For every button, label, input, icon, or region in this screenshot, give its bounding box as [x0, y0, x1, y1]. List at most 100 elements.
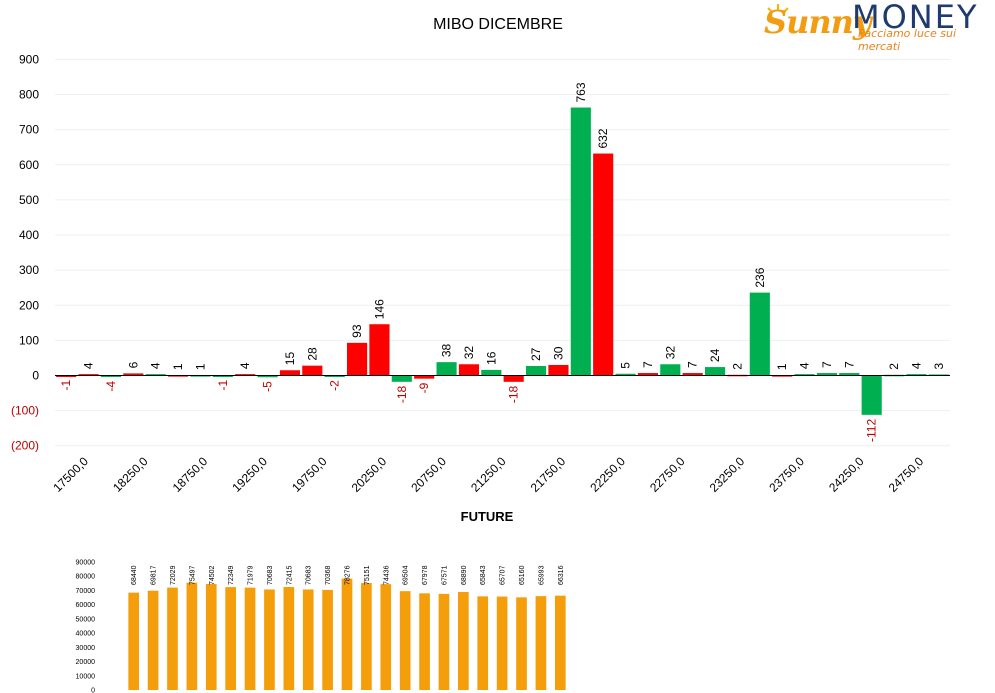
bar	[615, 373, 636, 376]
bar	[906, 374, 927, 376]
bar	[481, 369, 502, 376]
bar	[554, 595, 566, 690]
x-tick-label: 18250,0	[110, 454, 151, 495]
x-tick-label: 21750,0	[528, 454, 569, 495]
bar	[225, 587, 236, 690]
bar	[264, 589, 275, 690]
data-label: 72029	[170, 565, 177, 585]
bar	[244, 587, 256, 690]
data-label: 632	[596, 128, 610, 148]
y-tick-label: 400	[19, 228, 39, 242]
data-label: -4	[104, 381, 118, 392]
data-label: 72349	[228, 565, 235, 585]
bar	[128, 592, 140, 690]
bar	[516, 597, 527, 690]
y-tick-label: 300	[19, 263, 39, 277]
data-label: 70683	[267, 565, 274, 585]
data-label: -1	[59, 380, 73, 391]
bar	[477, 596, 489, 690]
data-label: 65993	[538, 565, 545, 585]
bar	[302, 589, 314, 690]
data-label: 67978	[422, 565, 429, 585]
sun-icon	[767, 4, 789, 13]
bar	[147, 590, 159, 690]
data-label: 2	[887, 363, 901, 370]
data-label: 236	[753, 267, 767, 287]
bar	[794, 374, 815, 376]
bar	[704, 367, 726, 376]
bar	[167, 587, 178, 690]
data-label: 4	[798, 362, 812, 369]
bar	[279, 370, 301, 376]
data-label: 1	[171, 363, 185, 370]
bar	[212, 375, 233, 377]
bar	[419, 593, 430, 690]
y-tick-label: 30000	[76, 645, 96, 652]
bar	[496, 596, 508, 690]
data-label: 4	[82, 362, 96, 369]
future-bar-chart: 90000 80000 70000 60000 50000 40000 30000 20000…	[76, 560, 566, 693]
x-tick-label: 22250,0	[587, 454, 628, 495]
data-label: 6	[126, 361, 140, 368]
data-label: 71979	[248, 565, 255, 585]
x-tick-label: 23250,0	[707, 454, 748, 495]
y-tick-label: 900	[19, 52, 39, 66]
data-label: 68890	[461, 565, 468, 585]
data-label: 74436	[383, 565, 390, 585]
y-tick-label: 0	[91, 688, 95, 693]
bar	[78, 374, 99, 376]
x-tick-label: 22750,0	[647, 454, 688, 495]
bar	[816, 373, 838, 376]
data-label: 4	[909, 362, 923, 369]
y-tick-label: 600	[19, 158, 39, 172]
bar	[257, 375, 278, 378]
data-label: -5	[261, 381, 275, 392]
bar	[283, 587, 295, 690]
data-label: -18	[395, 385, 409, 403]
bar	[525, 366, 547, 376]
logo-name-money: MONEY	[852, 0, 979, 36]
bar	[56, 375, 77, 377]
bar	[438, 593, 450, 690]
data-label: 67571	[441, 565, 448, 585]
bar	[302, 365, 323, 376]
bar	[346, 342, 368, 376]
bar	[660, 364, 681, 376]
bar	[503, 375, 524, 382]
data-label: 70368	[325, 565, 332, 585]
data-label: 27	[529, 347, 543, 361]
data-label: 65707	[500, 565, 507, 585]
y-tick-label: 0	[32, 369, 39, 383]
data-label: 30	[551, 346, 565, 360]
main-bar-chart: MIBO DICEMBRE900800700600500400300200100…	[11, 16, 950, 524]
bar	[548, 364, 569, 376]
data-label: 16	[484, 351, 498, 365]
x-tick-label: 24250,0	[826, 454, 867, 495]
bar	[399, 591, 411, 690]
logo-name-sunny: Sunny	[764, 3, 871, 41]
data-label: 7	[820, 361, 834, 368]
data-label: 28	[305, 347, 319, 361]
data-label: 38	[440, 343, 454, 357]
x-tick-label: 21250,0	[468, 454, 509, 495]
y-tick-label: 90000	[76, 560, 96, 567]
bar	[123, 373, 144, 376]
x-tick-label: 17500,0	[50, 454, 91, 495]
bar	[235, 374, 256, 376]
data-label: -112	[865, 419, 879, 442]
y-tick-label: 40000	[76, 631, 96, 638]
y-tick-label: (100)	[11, 404, 39, 418]
data-label: 68440	[131, 565, 138, 585]
data-label: 24	[708, 348, 722, 362]
bar	[380, 584, 392, 690]
bar	[324, 375, 345, 377]
x-tick-label: 23750,0	[766, 454, 807, 495]
chart-title: MIBO DICEMBRE	[433, 16, 563, 33]
y-tick-label: 500	[19, 193, 39, 207]
y-tick-label: 800	[19, 88, 39, 102]
bar	[458, 592, 469, 690]
bar	[100, 375, 122, 377]
y-tick-label: 20000	[76, 659, 96, 666]
bar	[570, 107, 591, 376]
x-tick-label: 20250,0	[349, 454, 390, 495]
